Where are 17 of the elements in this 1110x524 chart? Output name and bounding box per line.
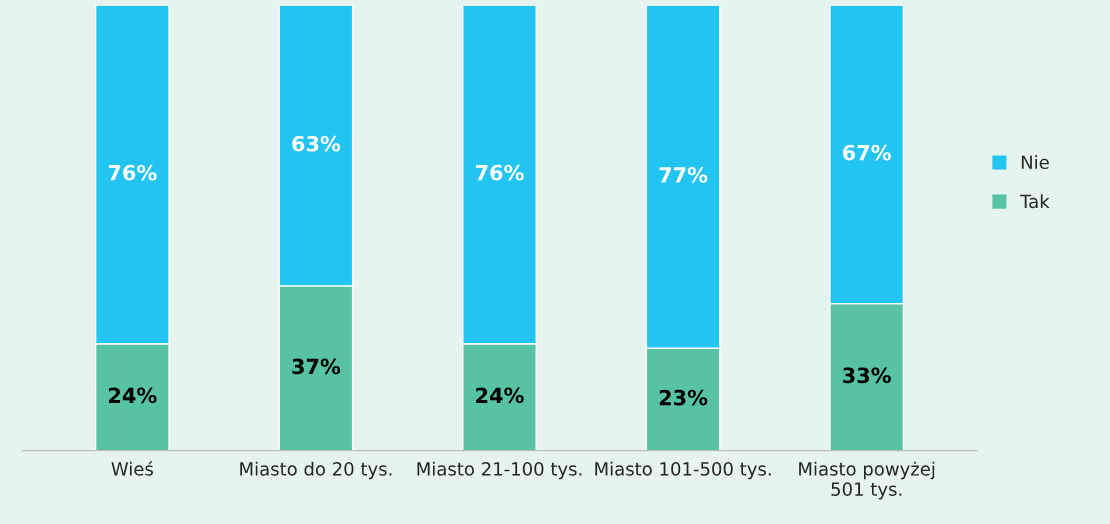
x-tick-label: Miasto powyżej 501 tys. (799, 461, 935, 500)
data-label: 37% (292, 358, 341, 375)
legend-label: Tak (1020, 194, 1050, 209)
data-label: 77% (659, 167, 708, 183)
legend-label: Nie (1021, 155, 1049, 170)
x-tick-label: Miasto 21-100 tys. (417, 461, 582, 480)
data-label: 76% (475, 164, 524, 181)
data-label: 33% (843, 367, 891, 384)
x-tick-label: Miasto do 20 tys. (240, 461, 392, 480)
data-label: 24% (476, 387, 524, 404)
data-label: 67% (843, 144, 891, 161)
data-label: 23% (659, 389, 708, 406)
data-label: 24% (109, 387, 157, 404)
data-label: 63% (292, 135, 341, 152)
x-tick-label: Wieś (111, 461, 153, 476)
x-tick-label: Miasto 101-500 tys. (595, 461, 771, 480)
data-label: 76% (108, 164, 157, 181)
